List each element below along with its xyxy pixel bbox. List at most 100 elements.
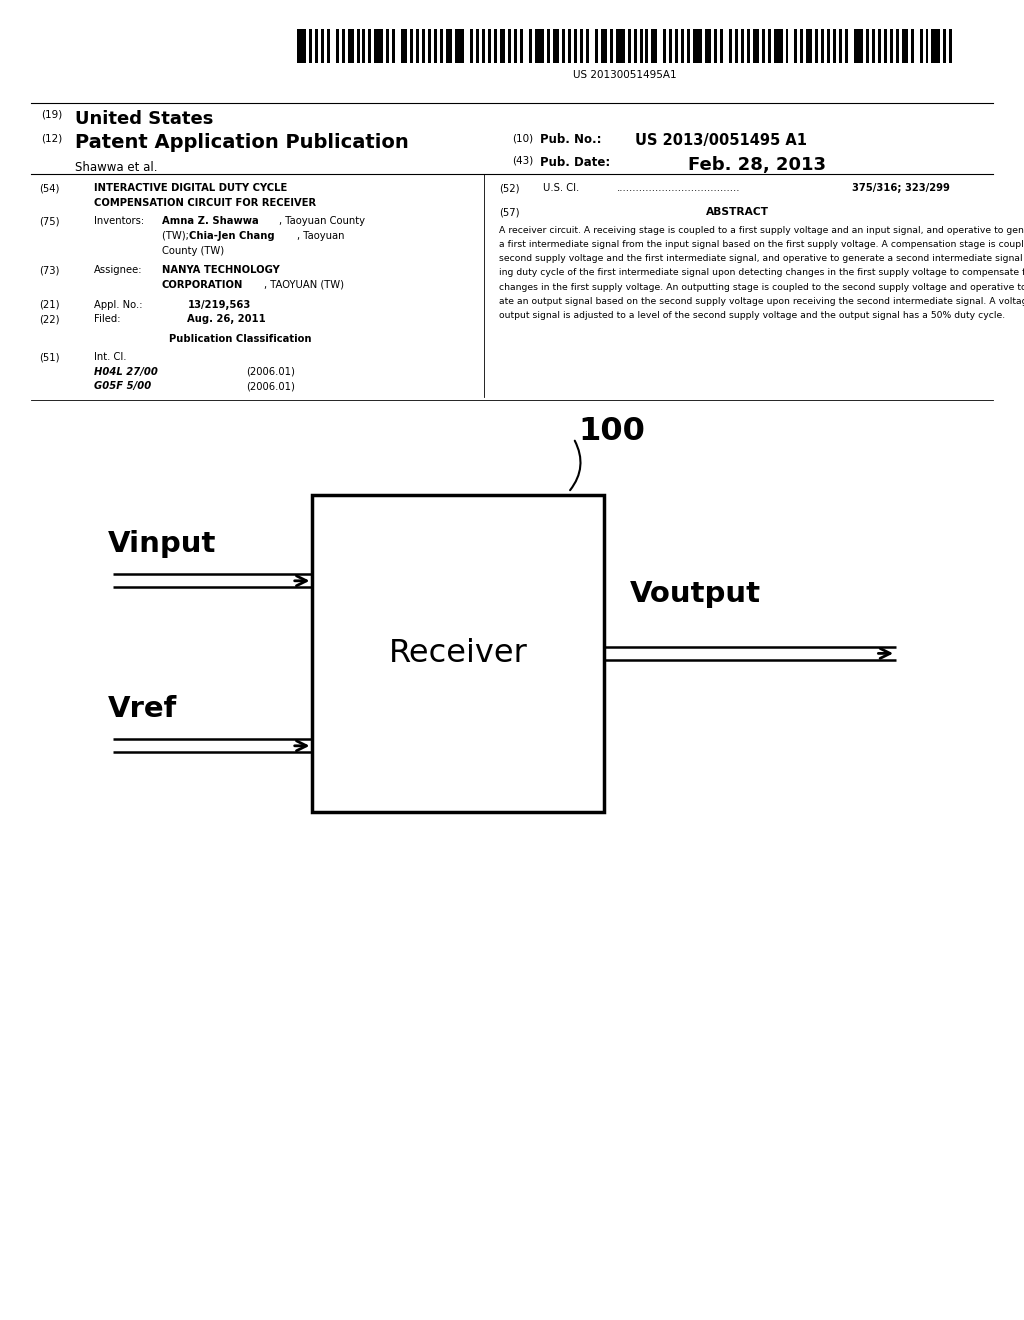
Bar: [768, 29, 771, 63]
Bar: [314, 29, 317, 63]
Bar: [327, 29, 330, 63]
Text: Assignee:: Assignee:: [94, 265, 142, 276]
Bar: [440, 29, 443, 63]
Bar: [595, 29, 598, 63]
Text: (2006.01): (2006.01): [246, 381, 295, 392]
Bar: [422, 29, 425, 63]
Bar: [687, 29, 690, 63]
Text: ......................................: ......................................: [616, 183, 740, 194]
Text: , Taoyuan County: , Taoyuan County: [279, 216, 365, 227]
Text: (75): (75): [39, 216, 59, 227]
Bar: [628, 29, 631, 63]
Text: H04L 27/00: H04L 27/00: [94, 367, 158, 378]
Bar: [773, 29, 782, 63]
Bar: [926, 29, 929, 63]
Text: 13/219,563: 13/219,563: [187, 300, 251, 310]
Bar: [609, 29, 612, 63]
Text: Filed:: Filed:: [94, 314, 121, 325]
Bar: [529, 29, 532, 63]
Text: US 20130051495A1: US 20130051495A1: [572, 70, 677, 81]
Text: Pub. Date:: Pub. Date:: [540, 156, 610, 169]
Bar: [416, 29, 419, 63]
Bar: [615, 29, 625, 63]
Text: Receiver: Receiver: [389, 638, 527, 669]
Bar: [428, 29, 431, 63]
Bar: [309, 29, 312, 63]
Text: (19): (19): [41, 110, 62, 120]
Text: Chia-Jen Chang: Chia-Jen Chang: [189, 231, 275, 242]
Bar: [932, 29, 940, 63]
Bar: [568, 29, 571, 63]
Text: Voutput: Voutput: [630, 579, 761, 609]
Bar: [386, 29, 389, 63]
Text: Feb. 28, 2013: Feb. 28, 2013: [688, 156, 826, 174]
Bar: [753, 29, 759, 63]
Text: (TW);: (TW);: [162, 231, 191, 242]
Bar: [670, 29, 673, 63]
Bar: [720, 29, 723, 63]
Bar: [795, 29, 798, 63]
Bar: [336, 29, 339, 63]
Bar: [536, 29, 544, 63]
Bar: [821, 29, 824, 63]
Bar: [854, 29, 863, 63]
Bar: [890, 29, 893, 63]
Bar: [547, 29, 550, 63]
Text: ABSTRACT: ABSTRACT: [706, 207, 769, 218]
Bar: [634, 29, 637, 63]
Bar: [481, 29, 484, 63]
Bar: [494, 29, 497, 63]
Text: (10): (10): [512, 133, 534, 144]
Bar: [943, 29, 946, 63]
Text: 100: 100: [579, 416, 645, 447]
Text: Pub. No.:: Pub. No.:: [540, 133, 601, 147]
Bar: [347, 29, 353, 63]
Bar: [834, 29, 837, 63]
Text: G05F 5/00: G05F 5/00: [94, 381, 152, 392]
Bar: [785, 29, 788, 63]
Bar: [675, 29, 678, 63]
Bar: [321, 29, 324, 63]
Bar: [312, 495, 604, 812]
Bar: [369, 29, 372, 63]
Bar: [356, 29, 359, 63]
Bar: [740, 29, 743, 63]
Bar: [601, 29, 607, 63]
Text: (54): (54): [39, 183, 59, 194]
Bar: [706, 29, 711, 63]
Bar: [714, 29, 717, 63]
Bar: [514, 29, 517, 63]
Bar: [651, 29, 657, 63]
Text: , TAOYUAN (TW): , TAOYUAN (TW): [264, 280, 344, 290]
Bar: [801, 29, 804, 63]
Text: US 2013/0051495 A1: US 2013/0051495 A1: [635, 133, 807, 148]
Bar: [845, 29, 848, 63]
Text: (73): (73): [39, 265, 59, 276]
Text: Vref: Vref: [108, 694, 177, 723]
Text: (57): (57): [499, 207, 519, 218]
Text: ate an output signal based on the second supply voltage upon receiving the secon: ate an output signal based on the second…: [499, 297, 1024, 306]
Bar: [884, 29, 887, 63]
Text: Inventors:: Inventors:: [94, 216, 144, 227]
Bar: [553, 29, 559, 63]
Bar: [839, 29, 842, 63]
Bar: [746, 29, 750, 63]
Bar: [664, 29, 667, 63]
Text: Appl. No.:: Appl. No.:: [94, 300, 142, 310]
Bar: [586, 29, 589, 63]
Bar: [729, 29, 732, 63]
Bar: [580, 29, 583, 63]
Text: Aug. 26, 2011: Aug. 26, 2011: [187, 314, 266, 325]
Text: output signal is adjusted to a level of the second supply voltage and the output: output signal is adjusted to a level of …: [499, 312, 1005, 321]
Bar: [392, 29, 395, 63]
Bar: [476, 29, 478, 63]
Text: ing duty cycle of the first intermediate signal upon detecting changes in the fi: ing duty cycle of the first intermediate…: [499, 268, 1024, 277]
Bar: [297, 29, 306, 63]
Text: COMPENSATION CIRCUIT FOR RECEIVER: COMPENSATION CIRCUIT FOR RECEIVER: [94, 198, 316, 209]
Text: (2006.01): (2006.01): [246, 367, 295, 378]
Bar: [487, 29, 490, 63]
Text: Shawwa et al.: Shawwa et al.: [75, 161, 158, 174]
Text: (51): (51): [39, 352, 59, 363]
Text: A receiver circuit. A receiving stage is coupled to a first supply voltage and a: A receiver circuit. A receiving stage is…: [499, 226, 1024, 235]
Text: changes in the first supply voltage. An outputting stage is coupled to the secon: changes in the first supply voltage. An …: [499, 282, 1024, 292]
